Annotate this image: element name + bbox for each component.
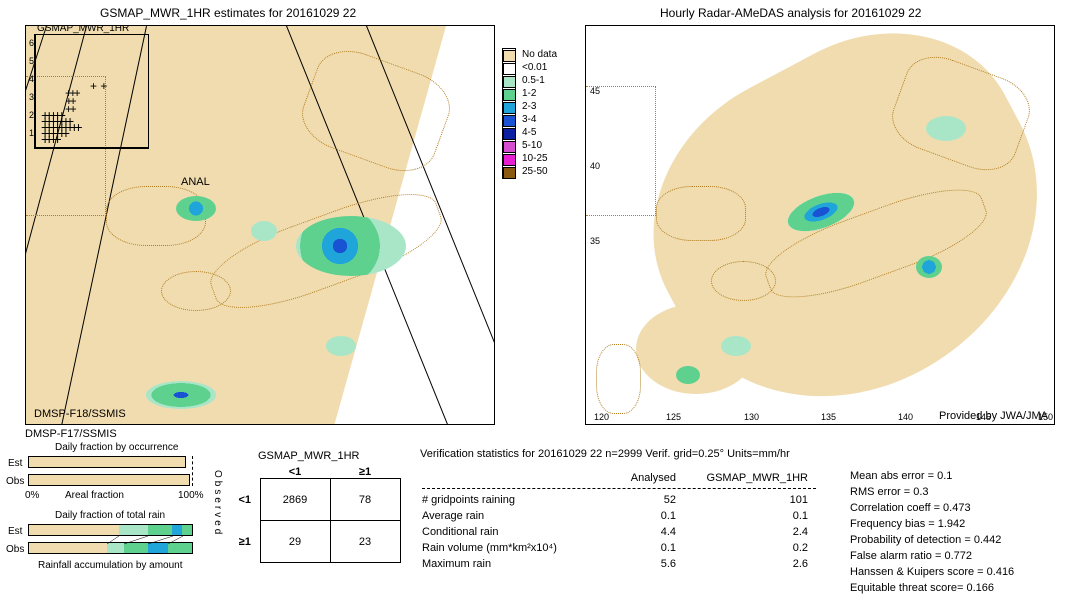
color-legend bbox=[502, 48, 516, 179]
precip-blob bbox=[916, 256, 942, 278]
x1-label: 100% bbox=[178, 490, 204, 501]
inset-tick: 5 bbox=[29, 56, 34, 66]
coast-taiwan bbox=[596, 344, 641, 414]
verif-header: Verification statistics for 20161029 22 … bbox=[420, 448, 790, 460]
precip-blob bbox=[326, 336, 356, 356]
obs-label: Obs bbox=[6, 476, 24, 487]
lon-tick: 130 bbox=[744, 412, 759, 422]
color-legend-labels: No data <0.01 0.5-1 1-2 2-3 3-4 4-5 5-10… bbox=[518, 48, 557, 178]
precip-blob bbox=[721, 336, 751, 356]
scatter-inset: GSMAP_MWR_1HR ++++++++++++++++++++++++++… bbox=[34, 34, 149, 149]
occ-frame bbox=[28, 456, 193, 486]
precip-blob bbox=[296, 216, 406, 276]
sat-label-2: DMSP-F17/SSMIS bbox=[25, 428, 117, 440]
right-map-title: Hourly Radar-AMeDAS analysis for 2016102… bbox=[660, 6, 921, 20]
ct-yaxis: Observed bbox=[212, 470, 223, 537]
inset-tick: 6 bbox=[29, 38, 34, 48]
lon-tick: 125 bbox=[666, 412, 681, 422]
precip-blob bbox=[146, 381, 216, 409]
segment-guides bbox=[28, 524, 193, 556]
lat-tick: 40 bbox=[590, 161, 600, 171]
total-xlabel: Rainfall accumulation by amount bbox=[38, 560, 183, 571]
contingency-table: <1 ≥1 <1 2869 78 ≥1 29 23 bbox=[230, 466, 401, 563]
left-map: GSMAP_MWR_1HR ++++++++++++++++++++++++++… bbox=[25, 25, 495, 425]
est-label-2: Est bbox=[8, 526, 22, 537]
ct-title: GSMAP_MWR_1HR bbox=[258, 450, 359, 462]
obs-label-2: Obs bbox=[6, 544, 24, 555]
precip-blob bbox=[251, 221, 277, 241]
daily-occ-title: Daily fraction by occurrence bbox=[55, 442, 178, 453]
left-map-title: GSMAP_MWR_1HR estimates for 20161029 22 bbox=[100, 6, 356, 20]
right-map: 120 125 130 135 140 145 150 45 40 35 Pro… bbox=[585, 25, 1055, 425]
precip-blob bbox=[176, 196, 216, 221]
occ-xlabel: Areal fraction bbox=[65, 490, 124, 501]
inset-label: GSMAP_MWR_1HR bbox=[37, 25, 129, 34]
provider-label: Provided by JWA/JMA bbox=[939, 410, 1048, 422]
inset-tick: 2 bbox=[29, 110, 34, 120]
lat-tick: 45 bbox=[590, 86, 600, 96]
lat-tick: 35 bbox=[590, 236, 600, 246]
coast-kyushu bbox=[161, 271, 231, 311]
x0-label: 0% bbox=[25, 490, 39, 501]
anal-label: ANAL bbox=[181, 176, 210, 188]
coast-korea bbox=[656, 186, 746, 241]
daily-total-title: Daily fraction of total rain bbox=[55, 510, 165, 521]
inset-tick: 3 bbox=[29, 92, 34, 102]
inset-tick: 4 bbox=[29, 74, 34, 84]
precip-blob bbox=[926, 116, 966, 141]
lon-tick: 135 bbox=[821, 412, 836, 422]
scores-block: Mean abs error = 0.1 RMS error = 0.3 Cor… bbox=[850, 468, 1014, 596]
coast bbox=[586, 86, 656, 216]
verif-table: Analysed GSMAP_MWR_1HR # gridpoints rain… bbox=[420, 470, 818, 574]
est-label: Est bbox=[8, 458, 22, 469]
precip-blob bbox=[676, 366, 700, 384]
inset-tick: 1 bbox=[29, 128, 34, 138]
lon-tick: 140 bbox=[898, 412, 913, 422]
sat-label-1: DMSP-F18/SSMIS bbox=[34, 408, 126, 420]
coast-kyushu bbox=[711, 261, 776, 301]
lon-tick: 120 bbox=[594, 412, 609, 422]
